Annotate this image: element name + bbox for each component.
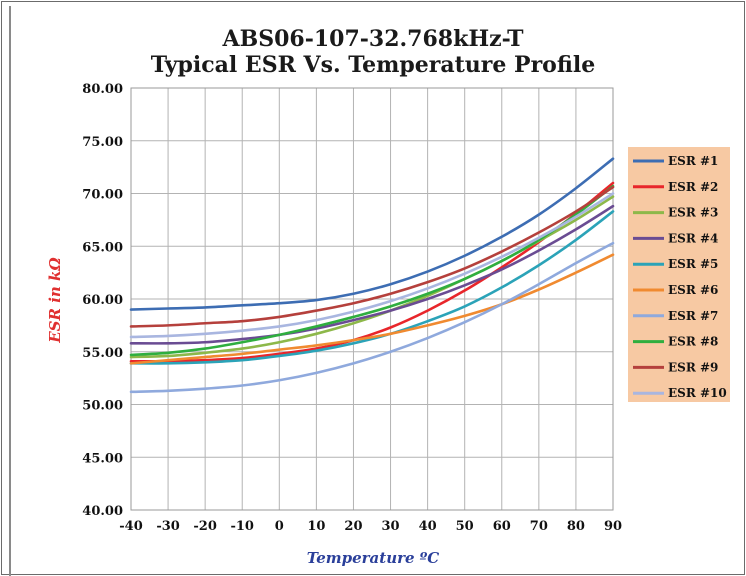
x-tick-label: 80 xyxy=(567,519,585,534)
x-tick-label: 10 xyxy=(307,519,325,534)
x-tick-label: 20 xyxy=(344,519,362,534)
x-tick-label: 70 xyxy=(530,519,548,534)
x-tick-label: -20 xyxy=(193,519,217,534)
plot-border xyxy=(130,87,614,511)
series-line-esr-4 xyxy=(129,204,615,345)
legend-items: ESR #1 ESR #2 ESR #3 ESR #4 ESR #5 ESR #6 ESR … xyxy=(633,154,727,400)
series-line-esr-1 xyxy=(129,157,615,311)
x-tick-label: 40 xyxy=(419,519,437,534)
series-line-esr-8 xyxy=(129,184,615,357)
legend-label: ESR #8 xyxy=(668,335,718,349)
legend-label: ESR #9 xyxy=(668,360,718,374)
legend-label: ESR #7 xyxy=(668,309,718,323)
legend-label: ESR #3 xyxy=(668,206,718,220)
x-tick-label: -40 xyxy=(119,519,143,534)
y-axis-ticks: 40.00 45.00 50.00 55.00 60.00 65.00 70.00 75.00… xyxy=(82,82,123,519)
x-tick-label: 60 xyxy=(493,519,511,534)
y-tick-label: 65.00 xyxy=(82,240,123,255)
legend-background xyxy=(628,147,730,402)
y-tick-label: 70.00 xyxy=(82,188,123,203)
legend-label: ESR #5 xyxy=(668,257,718,271)
y-tick-label: 80.00 xyxy=(82,82,123,97)
y-tick-label: 55.00 xyxy=(82,346,123,361)
legend-label: ESR #6 xyxy=(668,283,718,297)
y-tick-label: 75.00 xyxy=(82,135,123,150)
grid xyxy=(130,87,614,511)
x-tick-label: 50 xyxy=(456,519,474,534)
x-tick-label: 30 xyxy=(381,519,399,534)
left-border-rule xyxy=(9,6,11,576)
y-axis-label: ESR in kΩ xyxy=(46,257,64,344)
series-line-esr-9 xyxy=(129,185,615,328)
y-tick-label: 40.00 xyxy=(82,504,123,519)
legend: ESR #1 ESR #2 ESR #3 ESR #4 ESR #5 ESR #6 ESR … xyxy=(628,147,730,402)
series-line-esr-6 xyxy=(129,253,615,365)
series-lines xyxy=(129,157,615,394)
plot-area: 40.00 45.00 50.00 55.00 60.00 65.00 70.00 75.00… xyxy=(82,82,622,534)
legend-label: ESR #10 xyxy=(668,386,727,400)
y-tick-label: 60.00 xyxy=(82,293,123,308)
x-tick-label: 90 xyxy=(604,519,622,534)
legend-label: ESR #1 xyxy=(668,154,718,168)
y-tick-label: 50.00 xyxy=(82,399,123,414)
y-tick-label: 45.00 xyxy=(82,451,123,466)
x-tick-label: -30 xyxy=(156,519,180,534)
series-line-esr-5 xyxy=(129,210,615,365)
series-line-esr-7 xyxy=(129,241,615,394)
x-tick-label: 0 xyxy=(275,519,284,534)
chart-title: ABS06-107-32.768kHz-T xyxy=(222,26,525,52)
chart-subtitle: Typical ESR Vs. Temperature Profile xyxy=(151,52,595,78)
x-tick-label: -10 xyxy=(230,519,254,534)
series-line-esr-10 xyxy=(129,192,615,339)
x-axis-label: Temperature ºC xyxy=(307,549,440,567)
series-line-esr-2 xyxy=(129,181,615,363)
x-axis-ticks: -40 -30 -20 -10 0 10 20 30 40 50 60 70 80 90 xyxy=(119,519,622,534)
legend-label: ESR #2 xyxy=(668,180,718,194)
legend-label: ESR #4 xyxy=(668,231,718,245)
